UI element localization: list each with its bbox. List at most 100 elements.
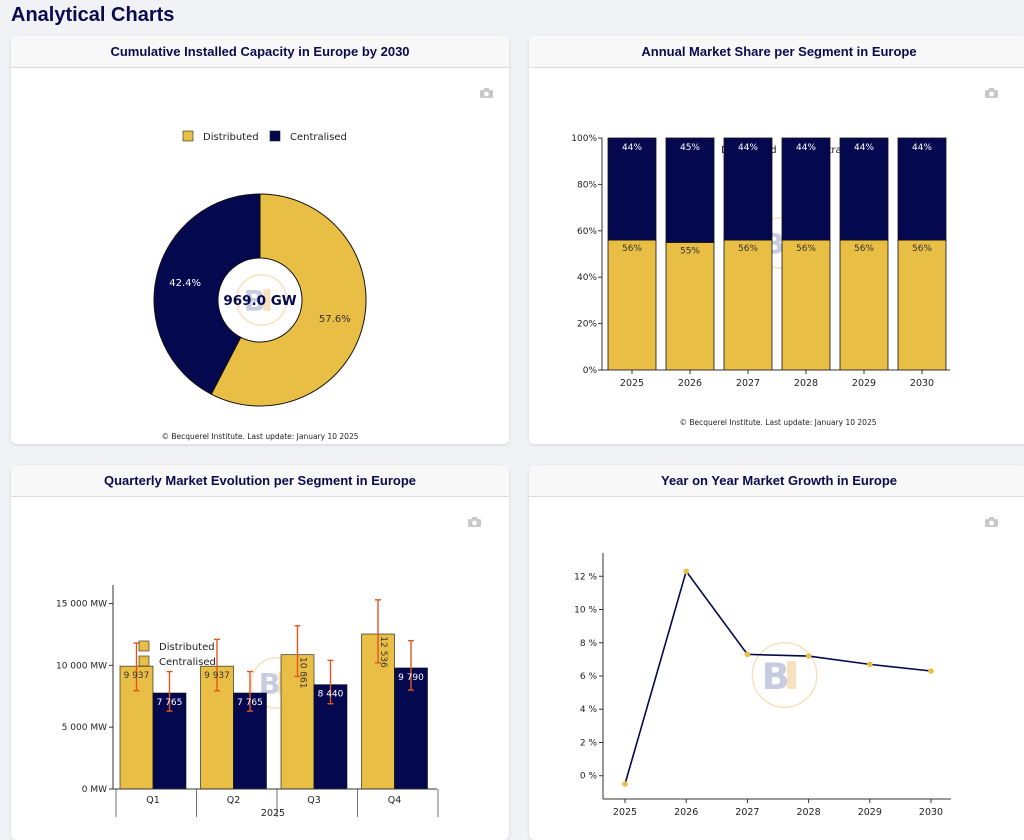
camera-icon[interactable] [468, 517, 481, 527]
bar-distributed [665, 241, 715, 371]
share-card: Annual Market Share per Segment in Europ… [529, 36, 1024, 444]
x-tick-label: 2030 [910, 378, 934, 389]
donut-slice-centralised [153, 193, 261, 395]
share-footer: © Becquerel Institute. Last update: Janu… [680, 418, 877, 427]
quarterly-card-title: Quarterly Market Evolution per Segment i… [11, 465, 509, 497]
y-tick-label: 0 % [580, 772, 598, 782]
capacity-card-title: Cumulative Installed Capacity in Europe … [11, 36, 509, 68]
legend-swatch-centralised [138, 655, 150, 667]
bar-label-distributed: 9 937 [124, 671, 150, 681]
share-card-title: Annual Market Share per Segment in Europ… [529, 36, 1024, 68]
legend-label-distributed: Distributed [159, 642, 215, 653]
logo-letter: B [259, 667, 281, 701]
growth-card: Year on Year Market Growth in Europe 0 %… [529, 465, 1024, 840]
growth-point [744, 651, 751, 658]
bar-distributed [781, 239, 831, 371]
legend-label-distributed: Distributed [203, 132, 259, 143]
x-tick-label: 2030 [919, 807, 943, 818]
growth-point [683, 568, 689, 575]
bar-label-distributed: 9 937 [204, 671, 230, 681]
bar-label-distributed: 56% [622, 244, 642, 254]
donut-slice-distributed [210, 193, 367, 407]
y-tick-label: 0 MW [82, 785, 107, 795]
x-tick-label: 2028 [794, 378, 818, 389]
page-title: Analytical Charts [11, 4, 175, 26]
logo-letter: B [244, 284, 266, 318]
logo-bar [263, 289, 271, 311]
y-tick-label: 60% [577, 227, 597, 237]
growth-point [867, 661, 873, 668]
bar-label-distributed: 56% [854, 244, 874, 254]
y-tick-label: 10 % [574, 606, 597, 616]
growth-point [622, 781, 628, 787]
bar-label-distributed: 55% [680, 246, 700, 256]
donut-center-label: 969.0 GW [223, 293, 296, 309]
x-tick-label: 2025 [620, 378, 644, 389]
legend-label-centralised: Centralised [290, 132, 347, 143]
legend-swatch-distributed [138, 640, 150, 652]
bar-label-distributed: 10 861 [298, 657, 308, 689]
logo-letter: B [762, 655, 790, 698]
y-tick-label: 15 000 MW [56, 600, 107, 610]
camera-icon[interactable] [985, 517, 998, 527]
legend-swatch-centralised [269, 130, 281, 142]
legend-swatch-distributed [182, 130, 194, 142]
legend-label-centralised: Centralised [159, 657, 216, 668]
bar-label-centralised: 44% [912, 143, 932, 153]
logo-ring [235, 274, 288, 326]
x-tick-label: Q2 [227, 795, 241, 806]
growth-point [928, 668, 934, 674]
y-tick-label: 12 % [574, 572, 597, 582]
share-bar-chart: DistributedCentralisedB0%20%40%60%80%100… [571, 134, 950, 427]
capacity-footer: © Becquerel Institute. Last update: Janu… [162, 432, 359, 441]
bar-distributed [607, 239, 657, 371]
bar-label-centralised: 44% [796, 143, 816, 153]
x-tick-label: 2027 [736, 378, 760, 389]
bar-centralised [839, 137, 889, 241]
growth-line [624, 569, 932, 785]
y-tick-label: 6 % [580, 672, 598, 682]
x-axis-title: 2025 [261, 808, 285, 819]
growth-line-chart: 0 % 2 % 4 % 6 % 8 % 10 % 12 % B 2025 2026 2027 2028… [574, 553, 951, 818]
capacity-card: Cumulative Installed Capacity in Europe … [11, 36, 509, 444]
x-tick-label: Q4 [388, 795, 402, 806]
x-tick-label: Q3 [307, 795, 321, 806]
x-tick-label: 2025 [613, 807, 637, 818]
camera-icon[interactable] [985, 88, 998, 98]
becquerel-logo-watermark: B [751, 642, 818, 708]
bar-centralised [665, 137, 715, 243]
quarterly-bar-chart: 0 MW 5 000 MW 10 000 MW 15 000 MW B 9 937 7 76… [56, 585, 439, 819]
bar-label-centralised: 44% [622, 143, 642, 153]
bar-label-centralised: 7 765 [237, 698, 263, 708]
logo-ring [751, 642, 818, 708]
y-tick-label: 2 % [580, 738, 598, 748]
bar-centralised [781, 137, 831, 241]
x-tick-label: 2028 [797, 807, 821, 818]
y-tick-label: 20% [577, 320, 597, 330]
bar-centralised [607, 137, 657, 241]
bar-label-distributed: 12 536 [378, 636, 388, 668]
bar-label-centralised: 7 765 [157, 698, 183, 708]
legend-label-centralised: Centralised [808, 145, 865, 156]
y-tick-label: 4 % [580, 705, 598, 715]
y-tick-label: 5 000 MW [62, 723, 107, 733]
bar-centralised [723, 137, 773, 241]
bar-label-centralised: 9 790 [398, 673, 424, 683]
donut-label-distributed: 57.6% [319, 314, 351, 325]
bar-label-distributed: 56% [912, 244, 932, 254]
y-tick-label: 0% [583, 366, 598, 376]
donut-label-centralised: 42.4% [169, 278, 201, 289]
camera-icon[interactable] [480, 88, 493, 98]
growth-card-title: Year on Year Market Growth in Europe [529, 465, 1024, 497]
logo-bar [786, 661, 797, 689]
bar-distributed [723, 239, 773, 371]
growth-point [805, 653, 812, 659]
bar-distributed [897, 239, 947, 371]
x-tick-label: 2029 [852, 378, 876, 389]
bar-label-centralised: 8 440 [318, 690, 344, 700]
y-tick-label: 100% [571, 134, 597, 144]
y-tick-label: 8 % [580, 639, 598, 649]
bar-centralised [897, 137, 947, 241]
y-tick-label: 10 000 MW [56, 661, 107, 671]
